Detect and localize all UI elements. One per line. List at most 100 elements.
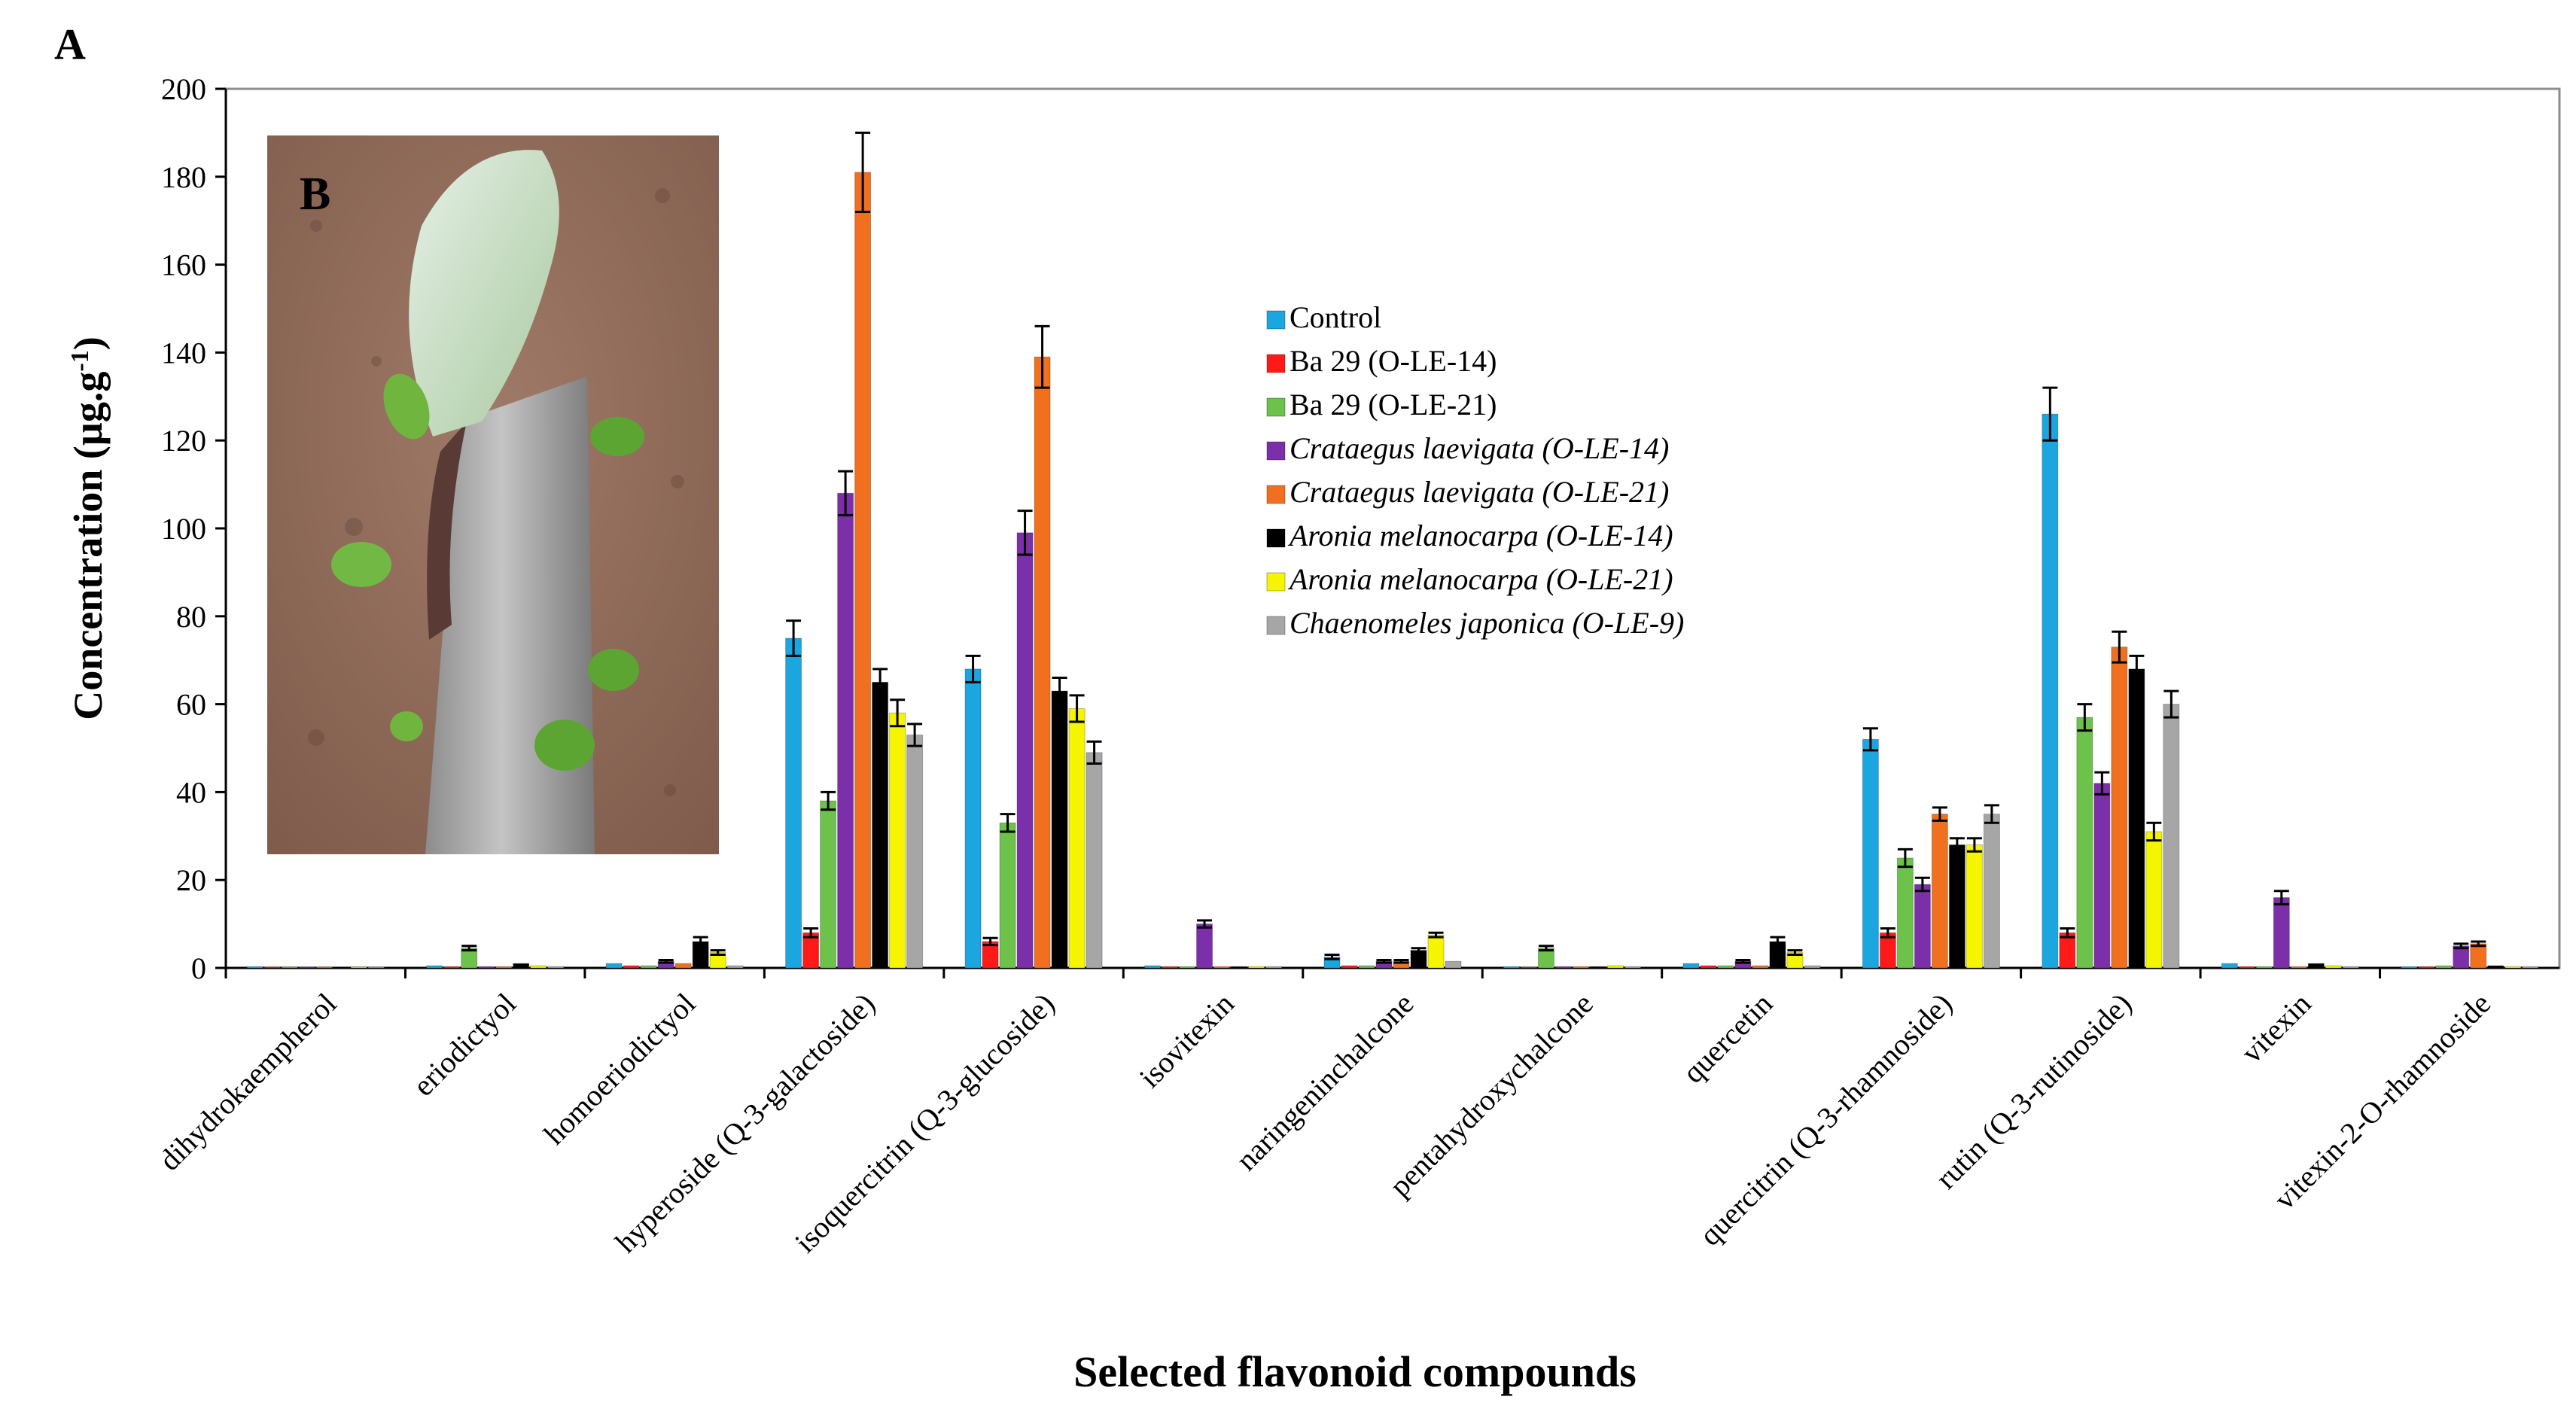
bar [350,966,367,969]
y-axis-title-sup: -1 [66,350,94,371]
error-bar [1376,958,1392,964]
legend-swatch [1266,485,1286,504]
bar [2128,668,2145,969]
error-bar [872,668,888,697]
bar [1700,965,1717,969]
error-bar [2273,890,2289,905]
error-bar [982,936,998,947]
bar [1503,966,1520,969]
bar [2325,965,2342,969]
y-tick-label: 160 [161,248,206,282]
x-tick-label: eriodictyol [406,987,522,1103]
bar [1606,965,1624,969]
photo-leaf [390,711,423,741]
error-bar [1880,927,1895,939]
bar [1983,814,2000,969]
legend-label: Chaenomeles japonica (O-LE-9) [1290,606,1684,640]
error-bar [1034,324,1050,389]
bar [1965,844,1983,969]
inset-photo: B [267,135,719,854]
error-bar [1984,804,1999,824]
error-bar [2163,689,2179,719]
bar [889,712,906,969]
error-bar [1862,727,1878,752]
error-bar [1787,949,1803,956]
bar [1931,814,1948,969]
photo-leaf [331,542,391,587]
error-bar [1428,931,1444,939]
error-bar [2112,630,2127,664]
bar [2290,966,2307,969]
bar [1717,965,1734,969]
error-bar [1770,936,1786,948]
bar [2145,831,2163,969]
error-bar [907,723,923,747]
y-tick-label: 0 [191,951,206,985]
error-bar [1949,837,1965,853]
bar [426,965,443,969]
bar [2163,704,2180,969]
bar-series-group [246,131,2539,969]
bar [640,965,657,969]
y-axis-title-close: ) [65,336,111,350]
legend-label: Aronia melanocarpa (O-LE-21) [1287,562,1673,596]
error-bar [1069,694,1085,723]
error-bar [658,958,674,964]
y-axis-ticks: 0 20 40 60 80 100 120 140 160 180 200 [161,72,226,985]
bar [1862,738,1879,969]
x-axis-ticks: dihydrokaempherol eriodictyol homoeriodict… [152,968,2497,1259]
y-tick-label: 200 [161,72,206,106]
error-bar [1393,958,1409,964]
x-tick-label: quercetin [1676,987,1779,1090]
x-tick-label: naringeninchalcone [1229,987,1420,1177]
bar [547,966,565,969]
error-bar [2094,771,2110,796]
bar [1554,966,1572,969]
bar [2504,966,2522,969]
panel-label-a: A [54,20,86,68]
bar [872,681,889,969]
bar [1914,884,1931,969]
legend-swatch [1266,616,1286,635]
bar [999,822,1016,969]
error-bar [1324,953,1340,960]
bar [333,966,350,969]
legend-item: Ba 29 (O-LE-21) [1266,388,1497,421]
error-bar [1052,677,1067,706]
error-bar [693,936,708,948]
legend-swatch [1266,528,1286,548]
bar [906,734,924,969]
bar [2435,965,2453,969]
bar [854,172,872,969]
error-bar [821,790,836,811]
error-bar [2042,386,2058,442]
bar [1520,966,1537,969]
error-bar [2453,942,2469,950]
bar [1358,965,1375,969]
bar [964,668,982,969]
bar [495,966,513,969]
y-tick-label: 140 [161,336,206,370]
error-bar [786,619,802,657]
error-bar [461,945,477,952]
bar [1682,963,1700,969]
bar [263,966,281,969]
error-bar [1932,806,1947,822]
legend-label: Crataegus laevigata (O-LE-21) [1290,475,1669,509]
bar [1427,934,1445,969]
bar [530,965,547,969]
bar [1034,356,1051,969]
bar [1162,966,1179,969]
error-bar [2077,703,2093,732]
legend-swatch [1266,397,1286,417]
bar [443,966,461,969]
y-axis-title: Concentration (µg.g-1) [65,336,111,720]
bar [726,965,744,969]
bar [2470,943,2487,969]
bar [1213,966,1231,969]
bar [1196,924,1213,969]
y-tick-label: 120 [161,424,206,458]
photo-leaf [383,373,430,440]
bar [2401,966,2418,969]
error-bar [2129,654,2145,683]
